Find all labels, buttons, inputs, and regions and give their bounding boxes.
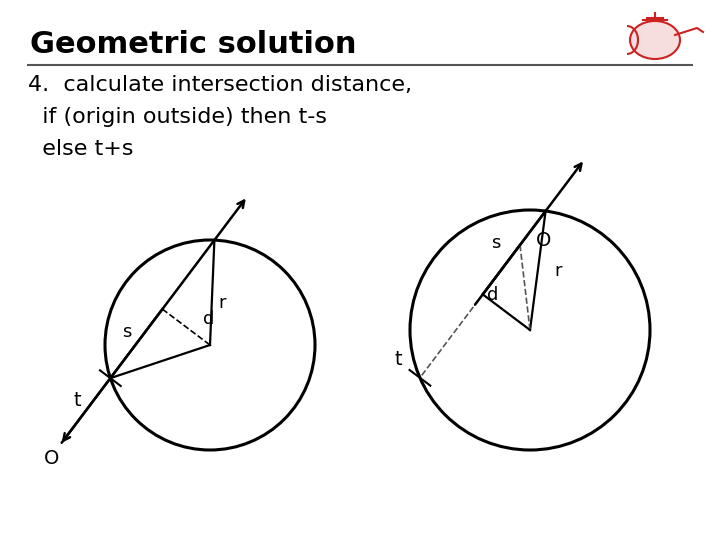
Text: r: r xyxy=(218,294,226,312)
Text: O: O xyxy=(536,232,552,251)
Text: else t+s: else t+s xyxy=(28,139,133,159)
Text: s: s xyxy=(492,234,501,252)
Text: d: d xyxy=(202,310,214,328)
Text: O: O xyxy=(45,449,60,469)
Text: r: r xyxy=(554,261,562,280)
Text: if (origin outside) then t-s: if (origin outside) then t-s xyxy=(28,107,327,127)
Text: d: d xyxy=(487,287,499,305)
Text: Geometric solution: Geometric solution xyxy=(30,30,356,59)
Text: t: t xyxy=(73,391,81,410)
Ellipse shape xyxy=(630,21,680,59)
Text: t: t xyxy=(394,350,402,369)
Text: 4.  calculate intersection distance,: 4. calculate intersection distance, xyxy=(28,75,412,95)
Text: s: s xyxy=(122,322,131,341)
